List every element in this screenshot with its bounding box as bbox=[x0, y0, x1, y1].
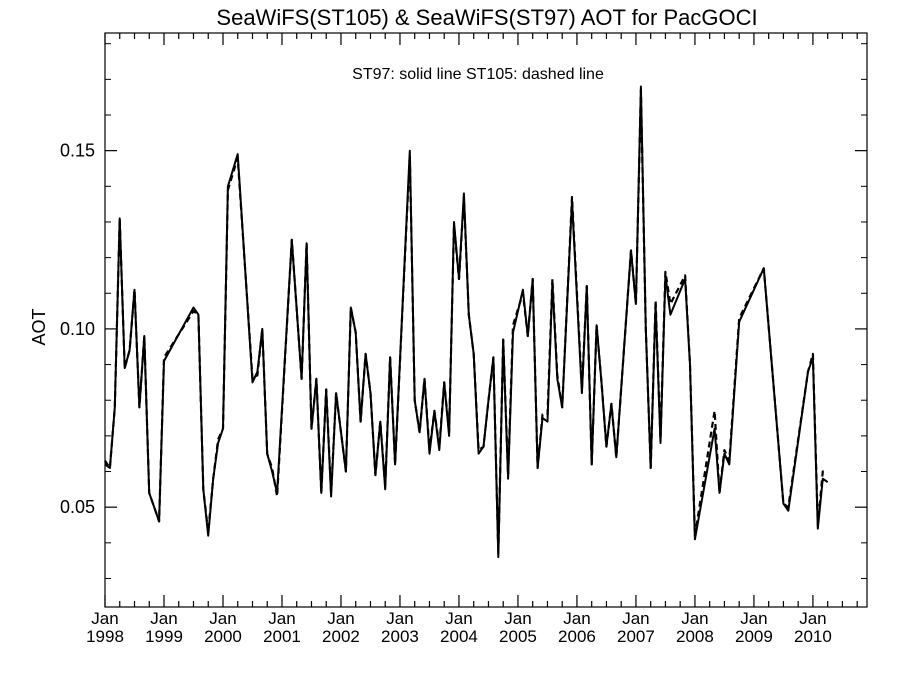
x-tick-label-month: Jan bbox=[445, 609, 472, 628]
y-axis-label: AOT bbox=[29, 308, 49, 345]
series-st105-line bbox=[104, 88, 828, 555]
x-tick-label-month: Jan bbox=[681, 609, 708, 628]
x-tick-label-year: 2009 bbox=[735, 627, 773, 646]
x-tick-label-year: 2000 bbox=[204, 627, 242, 646]
x-tick-label-year: 2005 bbox=[499, 627, 537, 646]
x-tick-label-month: Jan bbox=[209, 609, 236, 628]
series-layer bbox=[104, 85, 829, 559]
x-tick-label-year: 2001 bbox=[263, 627, 301, 646]
y-tick-label: 0.05 bbox=[60, 497, 95, 517]
x-tick-label-month: Jan bbox=[622, 609, 649, 628]
x-tick-label-year: 1999 bbox=[145, 627, 183, 646]
x-tick-label-month: Jan bbox=[563, 609, 590, 628]
x-tick-label-year: 2008 bbox=[676, 627, 714, 646]
x-tick-label-year: 2007 bbox=[617, 627, 655, 646]
x-tick-label-year: 2010 bbox=[794, 627, 832, 646]
x-tick-label-month: Jan bbox=[327, 609, 354, 628]
x-tick-label-month: Jan bbox=[91, 609, 118, 628]
x-tick-label-year: 2006 bbox=[558, 627, 596, 646]
axis-ticks: 0.050.100.15Jan1998Jan1999Jan2000Jan2001… bbox=[60, 33, 867, 646]
x-tick-label-month: Jan bbox=[504, 609, 531, 628]
x-tick-label-year: 1998 bbox=[86, 627, 124, 646]
y-tick-label: 0.10 bbox=[60, 319, 95, 339]
x-tick-label-month: Jan bbox=[740, 609, 767, 628]
x-tick-label-month: Jan bbox=[386, 609, 413, 628]
x-tick-label-year: 2003 bbox=[381, 627, 419, 646]
plot-frame bbox=[104, 32, 868, 608]
y-tick-label: 0.15 bbox=[60, 141, 95, 161]
x-tick-label-month: Jan bbox=[799, 609, 826, 628]
x-tick-label-year: 2004 bbox=[440, 627, 478, 646]
x-tick-label-month: Jan bbox=[268, 609, 295, 628]
chart-title: SeaWiFS(ST105) & SeaWiFS(ST97) AOT for P… bbox=[216, 5, 757, 30]
chart-annotation: ST97: solid line ST105: dashed line bbox=[352, 66, 604, 83]
x-tick-label-year: 2002 bbox=[322, 627, 360, 646]
x-tick-label-month: Jan bbox=[150, 609, 177, 628]
